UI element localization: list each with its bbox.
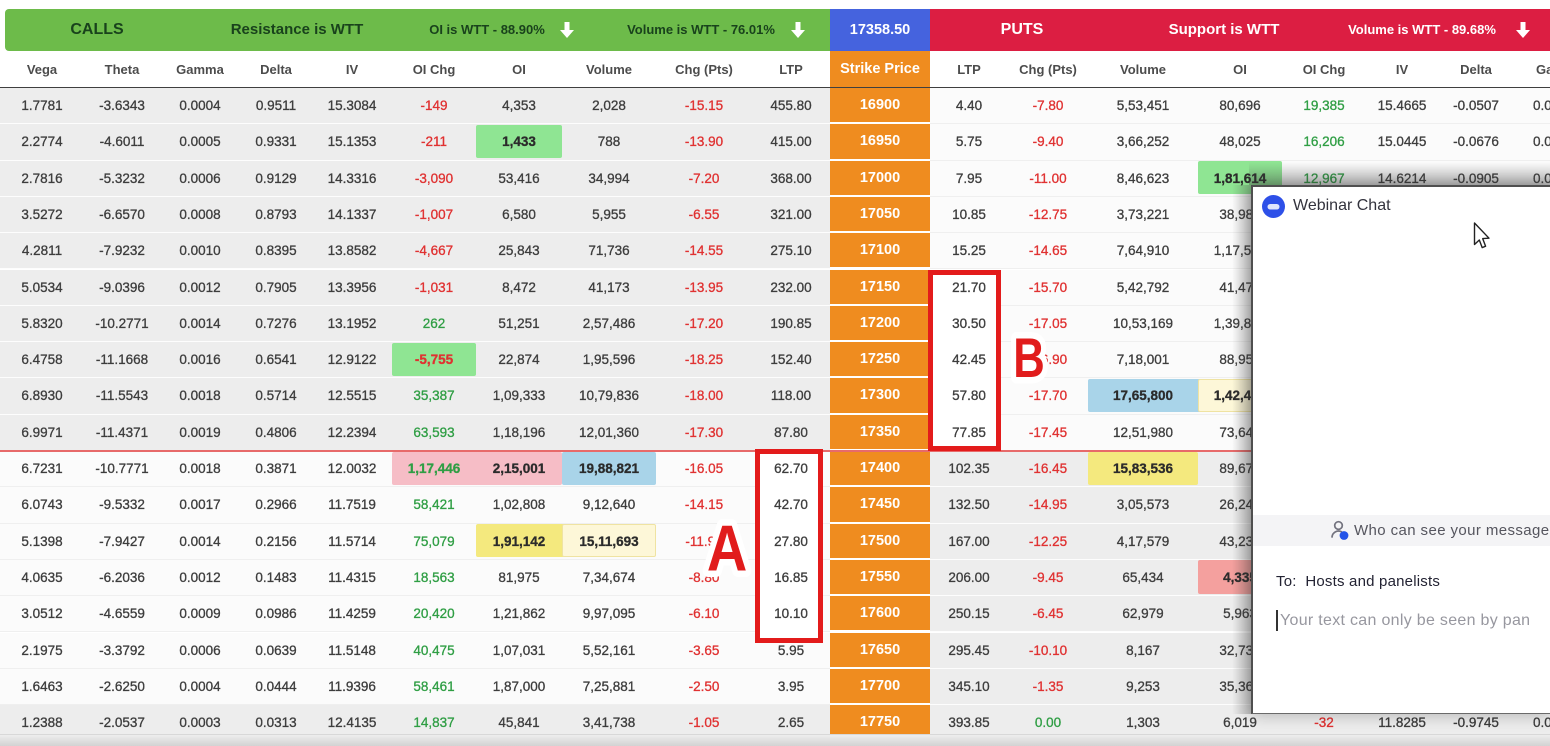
svg-text:B: B [1013, 327, 1045, 389]
svg-text:A: A [707, 512, 747, 585]
